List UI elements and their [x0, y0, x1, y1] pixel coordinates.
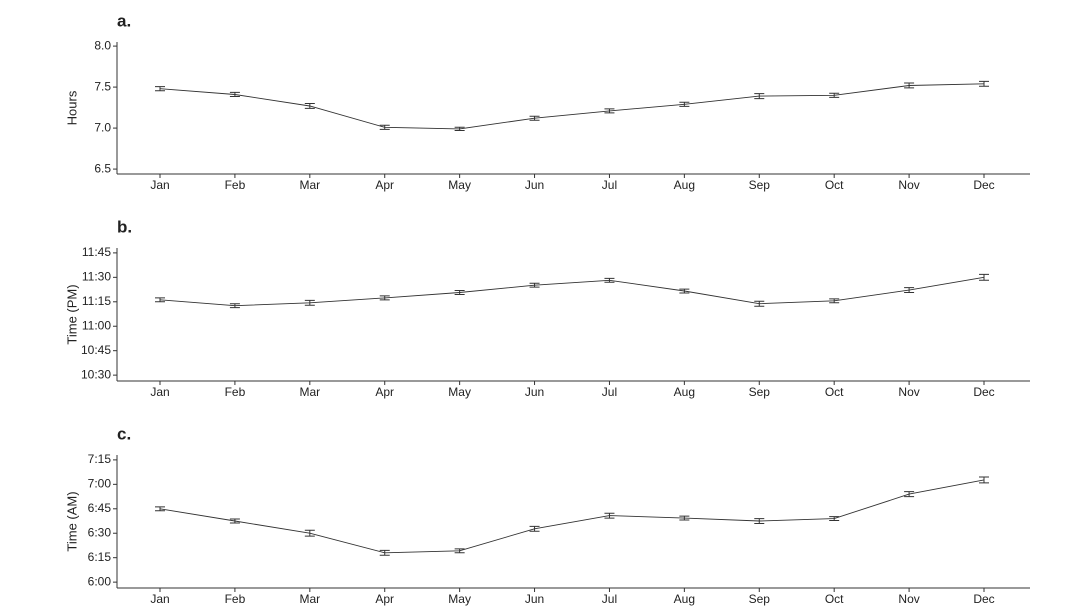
- error-bar: [379, 295, 390, 301]
- error-bar: [904, 491, 915, 498]
- panel-title: b.: [117, 217, 132, 236]
- x-tick-label: Apr: [375, 178, 394, 192]
- y-tick-label: 11:00: [82, 318, 111, 332]
- x-tick-label: Feb: [225, 385, 246, 399]
- x-tick-label: Dec: [973, 592, 994, 606]
- y-tick-label: 7.0: [94, 120, 111, 134]
- error-bar: [379, 124, 390, 130]
- x-tick-label: Jun: [525, 592, 544, 606]
- x-tick-label: Mar: [299, 385, 320, 399]
- panel-title: a.: [117, 11, 131, 30]
- y-tick-label: 11:15: [82, 294, 111, 308]
- x-tick-label: Jun: [525, 178, 544, 192]
- error-bar: [679, 515, 690, 521]
- error-bar: [979, 476, 989, 484]
- y-tick-label: 6:45: [88, 501, 112, 515]
- data-line: [159, 276, 985, 307]
- y-tick-label: 7:15: [88, 452, 112, 466]
- x-tick-label: Jan: [150, 178, 169, 192]
- error-bar: [229, 91, 240, 98]
- error-bar: [829, 92, 840, 98]
- error-bar: [529, 282, 540, 288]
- error-bar: [155, 297, 165, 303]
- error-bar: [829, 516, 840, 522]
- x-tick-label: Oct: [825, 385, 844, 399]
- error-bar: [454, 290, 465, 295]
- x-tick-label: Dec: [973, 178, 994, 192]
- y-tick-label: 7.5: [94, 79, 111, 93]
- x-tick-label: Feb: [225, 592, 246, 606]
- x-tick-label: May: [448, 385, 471, 399]
- x-tick-label: May: [448, 178, 471, 192]
- error-bar: [229, 303, 240, 309]
- error-bar: [304, 299, 315, 306]
- y-axis-label: Hours: [64, 90, 79, 125]
- x-tick-label: Nov: [898, 385, 919, 399]
- y-tick-label: 6:15: [88, 550, 112, 564]
- data-line: [159, 83, 985, 130]
- x-tick-label: Sep: [749, 385, 771, 399]
- x-tick-label: Jul: [602, 178, 617, 192]
- x-tick-label: Sep: [749, 178, 771, 192]
- data-line: [159, 479, 985, 554]
- error-bar: [155, 506, 165, 512]
- x-tick-label: Jan: [150, 385, 169, 399]
- error-bar: [304, 102, 315, 109]
- error-bar: [229, 518, 240, 524]
- error-bar: [155, 86, 165, 92]
- error-bar: [979, 80, 989, 87]
- x-tick-label: Aug: [674, 178, 695, 192]
- error-bar: [904, 287, 915, 293]
- x-tick-label: Sep: [749, 592, 771, 606]
- x-tick-label: Nov: [898, 178, 919, 192]
- x-tick-label: Jul: [602, 592, 617, 606]
- x-tick-label: Dec: [973, 385, 994, 399]
- panel-title: c.: [117, 424, 131, 443]
- x-tick-label: Nov: [898, 592, 919, 606]
- error-bar: [754, 93, 765, 100]
- error-bar: [304, 529, 315, 537]
- error-bar: [754, 518, 765, 524]
- error-bar: [379, 549, 390, 556]
- y-tick-label: 7:00: [88, 477, 112, 491]
- x-tick-label: Aug: [674, 385, 695, 399]
- error-bar: [604, 108, 615, 114]
- y-tick-label: 6.5: [94, 161, 111, 175]
- x-tick-label: Jun: [525, 385, 544, 399]
- x-tick-label: Aug: [674, 592, 695, 606]
- error-bar: [454, 548, 465, 554]
- x-tick-label: Apr: [375, 592, 394, 606]
- y-tick-label: 10:45: [81, 343, 111, 357]
- x-tick-label: Mar: [299, 592, 320, 606]
- x-tick-label: Jan: [150, 592, 169, 606]
- error-bar: [829, 298, 840, 304]
- error-bar: [604, 277, 615, 283]
- y-tick-label: 6:00: [88, 574, 112, 588]
- error-bar: [604, 512, 615, 519]
- error-bar: [454, 126, 465, 132]
- error-bar: [679, 288, 690, 294]
- error-bar: [529, 525, 540, 532]
- x-tick-label: Oct: [825, 178, 844, 192]
- y-tick-label: 11:45: [82, 245, 111, 259]
- y-tick-label: 11:30: [82, 270, 111, 284]
- y-axis-label: Time (PM): [64, 284, 79, 344]
- error-bar: [679, 101, 690, 107]
- y-tick-label: 10:30: [81, 367, 111, 381]
- x-tick-label: Mar: [299, 178, 320, 192]
- x-tick-label: May: [448, 592, 471, 606]
- x-tick-label: Jul: [602, 385, 617, 399]
- error-bar: [979, 273, 989, 281]
- y-tick-label: 6:30: [88, 525, 112, 539]
- y-tick-label: 8.0: [94, 38, 111, 52]
- x-tick-label: Apr: [375, 385, 394, 399]
- y-axis-label: Time (AM): [64, 491, 79, 551]
- error-bar: [904, 82, 915, 89]
- error-bar: [754, 300, 765, 307]
- error-bar: [529, 115, 540, 121]
- x-tick-label: Oct: [825, 592, 844, 606]
- x-tick-label: Feb: [225, 178, 246, 192]
